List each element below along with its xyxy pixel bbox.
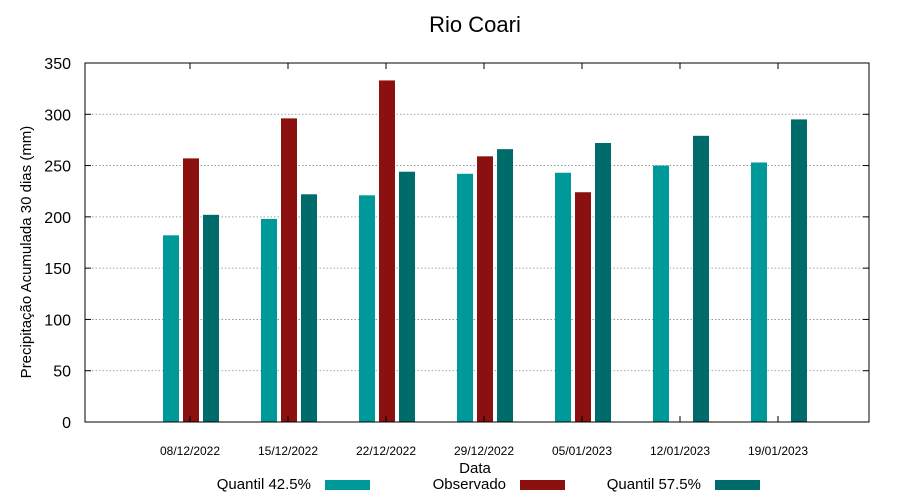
bar xyxy=(457,173,473,422)
legend-label: Observado xyxy=(433,476,506,493)
legend-swatch xyxy=(715,480,760,490)
legend-label: Quantil 57.5% xyxy=(607,476,701,493)
y-axis-label: Precipitação Acumulada 30 dias (mm) xyxy=(18,126,35,379)
plot-frame xyxy=(84,62,870,423)
x-tick-label: 15/12/2022 xyxy=(258,444,318,458)
y-tick-label: 100 xyxy=(44,312,71,329)
bar xyxy=(751,162,767,422)
y-tick-label: 150 xyxy=(44,261,71,278)
x-axis-label: Data xyxy=(459,460,491,477)
y-axis-ticks: 0 50 100 150 200 250 300 350 xyxy=(44,56,869,432)
x-axis-ticks: 08/12/2022 15/12/2022 22/12/2022 29/12/2022… xyxy=(160,63,808,458)
y-tick-label: 350 xyxy=(44,56,71,73)
bar xyxy=(359,195,375,422)
bar xyxy=(261,218,277,422)
chart-title: Rio Coari xyxy=(429,12,521,37)
bar xyxy=(575,192,591,422)
x-tick-label: 19/01/2023 xyxy=(748,444,808,458)
bar xyxy=(163,235,179,422)
bar xyxy=(477,156,493,422)
bar xyxy=(653,165,669,423)
y-tick-label: 250 xyxy=(44,159,71,176)
x-tick-label: 22/12/2022 xyxy=(356,444,416,458)
legend-swatch xyxy=(520,480,565,490)
x-tick-label: 29/12/2022 xyxy=(454,444,514,458)
legend-label: Quantil 42.5% xyxy=(217,476,311,493)
bar xyxy=(203,214,219,422)
bar xyxy=(281,118,297,422)
bar xyxy=(555,172,571,422)
bar xyxy=(183,158,199,423)
x-tick-label: 12/01/2023 xyxy=(650,444,710,458)
y-tick-label: 200 xyxy=(44,210,71,227)
bar xyxy=(301,194,317,422)
legend-swatch xyxy=(325,480,370,490)
bars xyxy=(163,80,807,423)
x-tick-label: 05/01/2023 xyxy=(552,444,612,458)
bar xyxy=(791,119,807,423)
bar xyxy=(693,135,709,422)
bar xyxy=(595,143,611,422)
y-tick-label: 0 xyxy=(62,415,71,432)
y-tick-label: 50 xyxy=(53,364,71,381)
bar xyxy=(497,149,513,422)
x-tick-label: 08/12/2022 xyxy=(160,444,220,458)
y-tick-label: 300 xyxy=(44,107,71,124)
legend: Quantil 42.5% Observado Quantil 57.5% xyxy=(217,476,760,493)
bar xyxy=(379,80,395,423)
bar xyxy=(399,171,415,422)
